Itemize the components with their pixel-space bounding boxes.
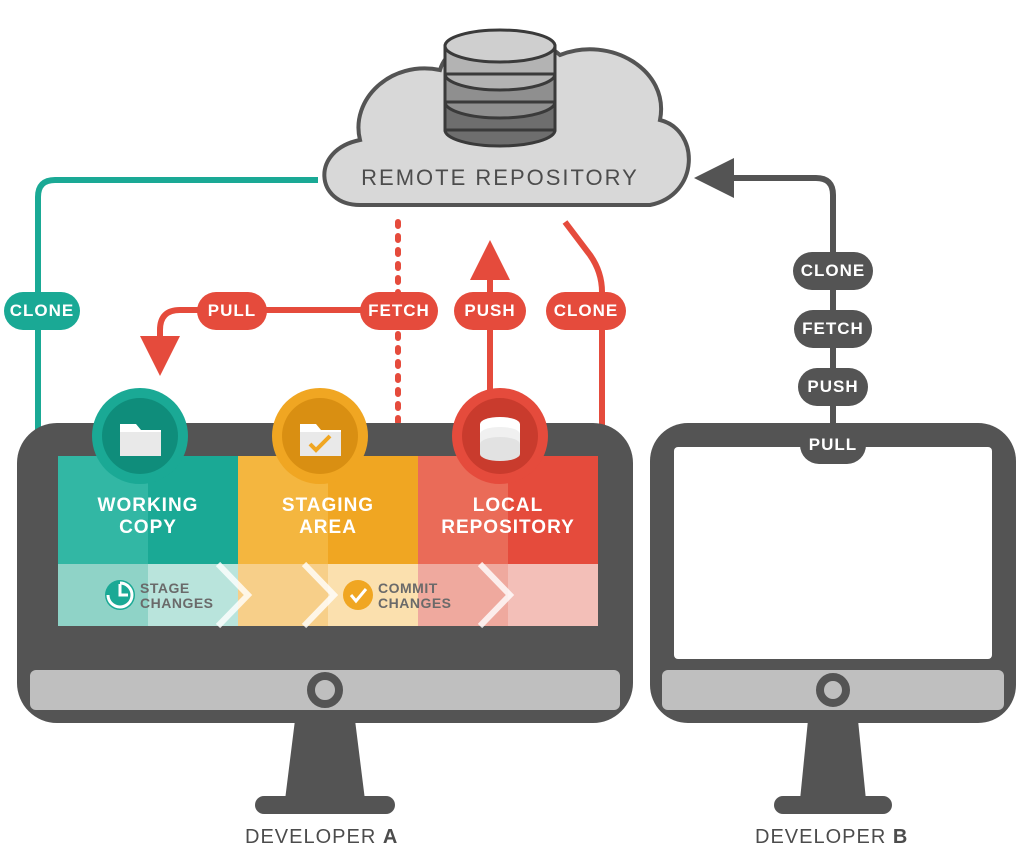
pill-b-clone: CLONE [793, 252, 873, 290]
pill-b-push: PUSH [798, 368, 868, 406]
pill-pull: PULL [197, 292, 267, 330]
pill-push: PUSH [454, 292, 526, 330]
monitor-b [0, 0, 1018, 858]
developer-a-label: DEVELOPER A [245, 826, 398, 849]
pill-clone-red: CLONE [546, 292, 626, 330]
pill-clone-teal: CLONE [4, 292, 80, 330]
pill-b-pull: PULL [800, 426, 866, 464]
pill-fetch: FETCH [360, 292, 438, 330]
developer-b-label: DEVELOPER B [755, 826, 908, 849]
pill-b-fetch: FETCH [794, 310, 872, 348]
